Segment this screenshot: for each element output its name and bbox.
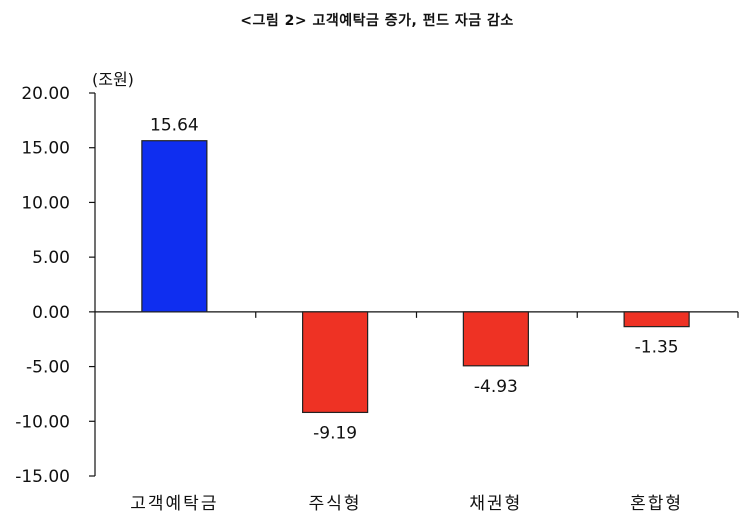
data-label: -9.19 <box>313 423 357 443</box>
bar-4 <box>623 311 690 328</box>
data-label: -1.35 <box>635 338 679 358</box>
bar-2 <box>302 311 369 414</box>
y-tick-label: 15.00 <box>21 139 70 159</box>
y-tick-label: -15.00 <box>15 467 70 487</box>
data-label: -4.93 <box>474 377 518 397</box>
y-tick-label: -10.00 <box>15 412 70 432</box>
chart-title: <그림 2> 고객예탁금 증가, 펀드 자금 감소 <box>240 13 514 29</box>
y-tick-label: 20.00 <box>21 84 70 104</box>
category-label: 혼합형 <box>630 494 683 514</box>
y-tick-label: -5.00 <box>26 358 70 378</box>
bar-3 <box>462 311 529 367</box>
category-label: 채권형 <box>469 494 522 514</box>
y-axis-unit-label: (조원) <box>92 70 134 89</box>
y-tick-label: 5.00 <box>32 248 70 268</box>
data-label: 15.64 <box>150 116 199 136</box>
y-tick-label: 0.00 <box>32 303 70 323</box>
y-tick-label: 10.00 <box>21 193 70 213</box>
category-label: 주식형 <box>309 494 362 514</box>
bar-1 <box>141 140 208 313</box>
category-label: 고객예탁금 <box>130 494 218 514</box>
